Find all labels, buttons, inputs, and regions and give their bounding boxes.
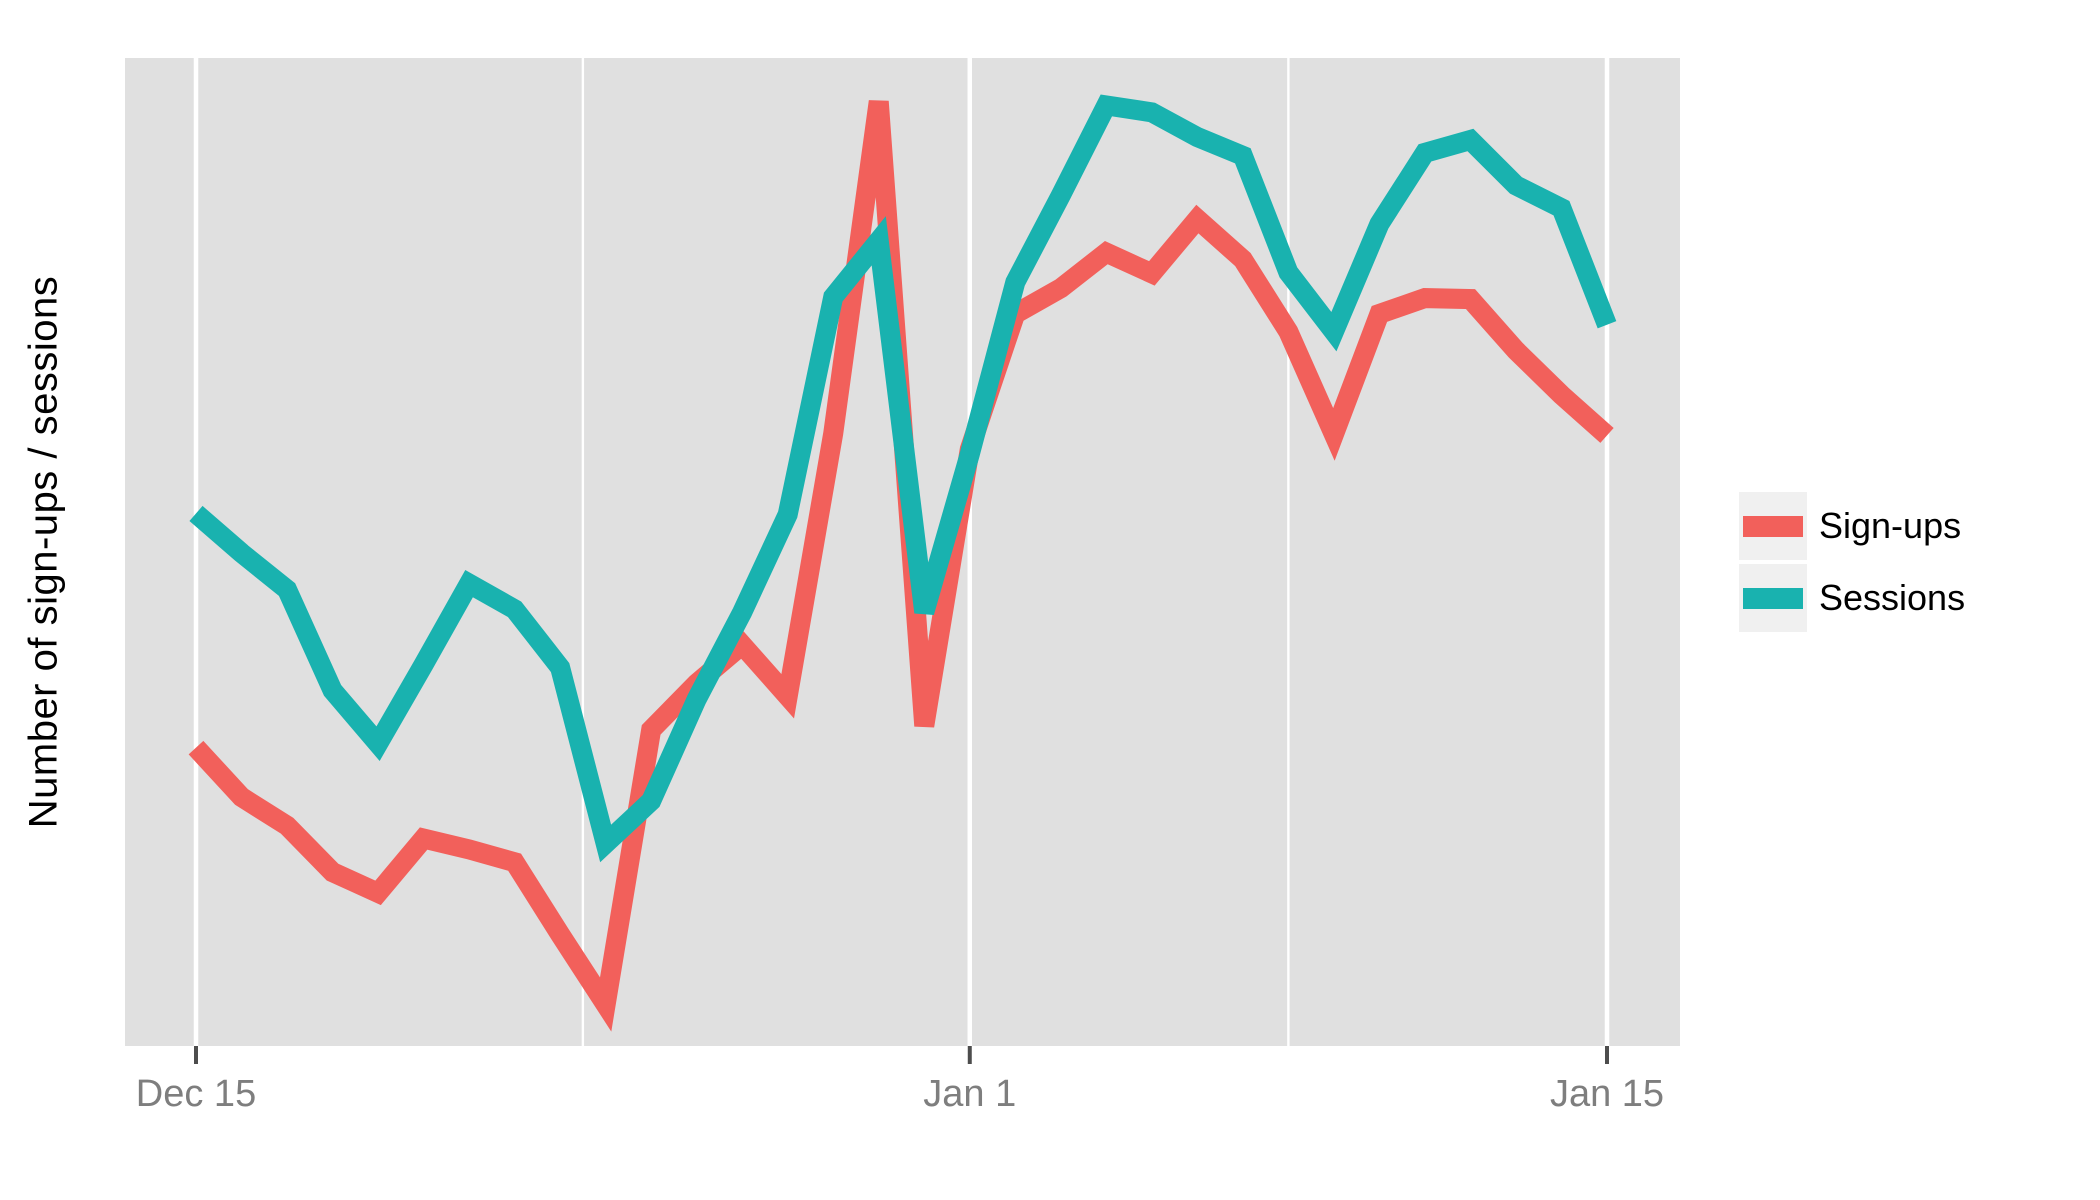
y-axis-title: Number of sign-ups / sessions (21, 275, 66, 829)
legend-key-sessions (1739, 564, 1807, 632)
x-tick-label: Jan 15 (1550, 1073, 1664, 1115)
sessions-line-swatch (1743, 587, 1803, 609)
legend-item-signups: Sign-ups (1739, 492, 1965, 560)
signups-line-swatch (1743, 515, 1803, 537)
x-tick-label: Jan 1 (923, 1073, 1016, 1115)
x-tick-label: Dec 15 (136, 1073, 256, 1115)
sessions-series-line (189, 94, 1617, 863)
legend-key-signups (1739, 492, 1807, 560)
legend: Sign-ups Sessions (1739, 492, 1965, 632)
legend-label-signups: Sign-ups (1819, 505, 1962, 546)
legend-label-sessions: Sessions (1819, 577, 1966, 618)
legend-item-sessions: Sessions (1739, 564, 1965, 632)
